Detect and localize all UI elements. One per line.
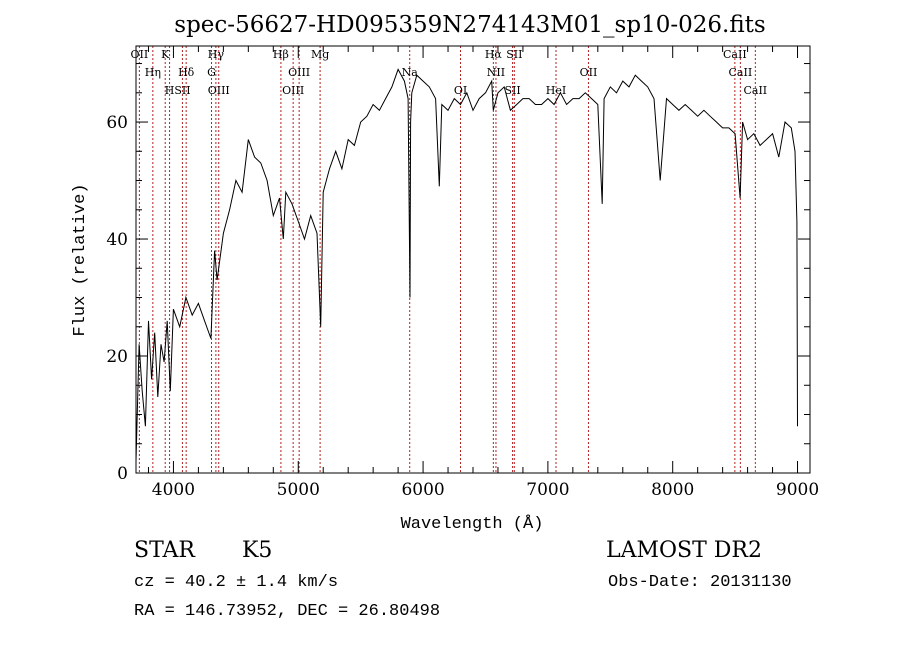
x-axis-ticks: 4000 5000 6000 7000 8000 9000 (147, 46, 819, 500)
line-markers (138, 46, 756, 473)
line-marker-label: OIII (208, 84, 230, 97)
survey-label: LAMOST DR2 (606, 538, 762, 563)
line-marker-label: SII (504, 84, 520, 97)
line-marker-label: OI (454, 84, 467, 97)
y-axis-ticks: 0 20 40 60 (106, 63, 810, 484)
line-marker-label: K (161, 48, 170, 61)
line-marker-label: SII (506, 48, 522, 61)
line-marker-label: OIII (282, 84, 304, 97)
line-marker-label: OIII (288, 66, 310, 79)
line-marker-label: OII (580, 66, 598, 79)
line-marker-label: Hα (485, 48, 503, 61)
line-marker-label: Hη (145, 66, 161, 79)
line-marker-label: Hδ (178, 66, 195, 79)
y-tick-label: 60 (106, 113, 128, 133)
x-tick-label: 9000 (776, 480, 819, 500)
line-marker-label: G (207, 66, 216, 79)
y-axis-label: Flux (relative) (71, 183, 90, 336)
spectrum-line (135, 68, 798, 462)
x-tick-label: 5000 (277, 480, 320, 500)
line-marker-label: HeI (546, 84, 566, 97)
line-marker-label: CaII (723, 48, 747, 61)
line-marker-label: Na (402, 66, 419, 79)
y-tick-label: 20 (106, 347, 128, 367)
x-tick-label: 8000 (651, 480, 694, 500)
x-tick-label: 7000 (526, 480, 569, 500)
line-marker-label: SII (174, 84, 190, 97)
chart-title: spec-56627-HD095359N274143M01_sp10-026.f… (174, 12, 765, 38)
line-marker-label: Hγ (208, 48, 225, 61)
line-marker-label: NII (487, 66, 505, 79)
line-marker-label: H (165, 84, 175, 97)
y-tick-label: 0 (117, 464, 128, 484)
obs-date: Obs-Date: 20131130 (608, 573, 792, 592)
x-axis-label: Wavelength (Å) (401, 515, 544, 534)
line-marker-labels: OIIHηHKHδSIIHγGOIIIHβOIIIOIIIMgNaOIHαNII… (131, 48, 768, 97)
x-tick-label: 6000 (401, 480, 444, 500)
ra-dec-line: RA = 146.73952, DEC = 26.80498 (134, 602, 441, 621)
line-marker-label: Hβ (273, 48, 289, 61)
line-marker-label: OII (131, 48, 149, 61)
line-marker-label: CaII (743, 84, 767, 97)
y-tick-label: 40 (106, 230, 128, 250)
line-marker-label: CaII (729, 66, 753, 79)
redshift-line: cz = 40.2 ± 1.4 km/s (134, 573, 339, 592)
class-label: STAR (134, 538, 195, 563)
subclass-label: K5 (242, 538, 273, 563)
line-marker-label: Mg (311, 48, 329, 61)
x-tick-label: 4000 (152, 480, 195, 500)
